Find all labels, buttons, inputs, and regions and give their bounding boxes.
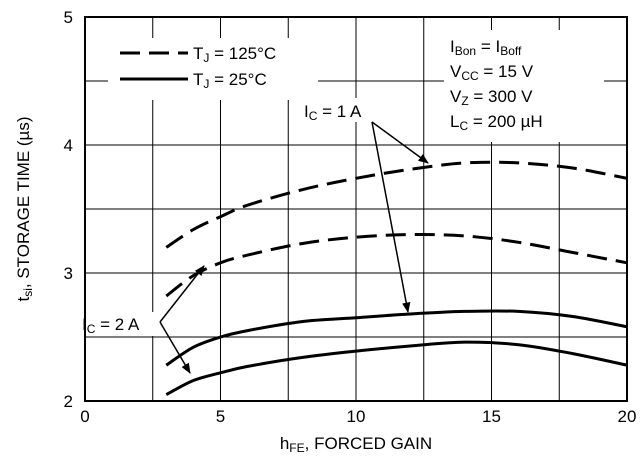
legend-label: TJ = 25°C — [193, 70, 267, 91]
y-axis-label: tsi, STORAGE TIME (µs) — [14, 116, 35, 301]
y-tick-label: 3 — [64, 264, 73, 283]
series-dashed-2A — [165, 233, 628, 298]
y-tick-label: 4 — [64, 136, 73, 155]
annotation-arrow — [159, 265, 205, 323]
conditions-background — [444, 30, 604, 142]
x-tick-label: 10 — [347, 407, 366, 426]
x-axis-label: hFE, FORCED GAIN — [280, 434, 432, 455]
condition-line: LC = 200 µH — [450, 112, 543, 133]
current-annotations: IC = 1 AIC = 2 A — [78, 98, 429, 374]
series-solid-1A — [165, 309, 628, 367]
plot-frame — [84, 16, 628, 402]
x-tick-label: 15 — [482, 407, 501, 426]
legend-background — [108, 38, 318, 100]
annotation-arrow — [371, 121, 429, 164]
x-tick-label: 0 — [80, 407, 89, 426]
series-lines — [165, 160, 628, 396]
tick-labels: 0 5 10 15 20 2 3 4 5 — [64, 8, 637, 426]
condition-line: VZ = 300 V — [450, 87, 533, 108]
test-conditions: IBon = IBoff VCC = 15 V VZ = 300 V LC = 200… — [444, 30, 604, 142]
legend: TJ = 125°C TJ = 25°C — [108, 38, 318, 100]
y-tick-label: 5 — [64, 8, 73, 27]
legend-label: TJ = 125°C — [193, 44, 276, 65]
annotation-ic-1a: IC = 1 A — [304, 102, 362, 123]
x-tick-label: 20 — [618, 407, 637, 426]
annotation-bg — [300, 98, 380, 122]
annotation-arrow — [159, 321, 191, 374]
annotation-arrow — [371, 121, 411, 314]
annotation-bg — [78, 312, 158, 336]
condition-line: VCC = 15 V — [450, 62, 534, 83]
condition-line: IBon = IBoff — [450, 37, 522, 58]
series-dashed-1A — [165, 160, 628, 249]
series-solid-2A — [165, 340, 628, 396]
y-tick-label: 2 — [64, 392, 73, 411]
x-tick-label: 5 — [216, 407, 225, 426]
